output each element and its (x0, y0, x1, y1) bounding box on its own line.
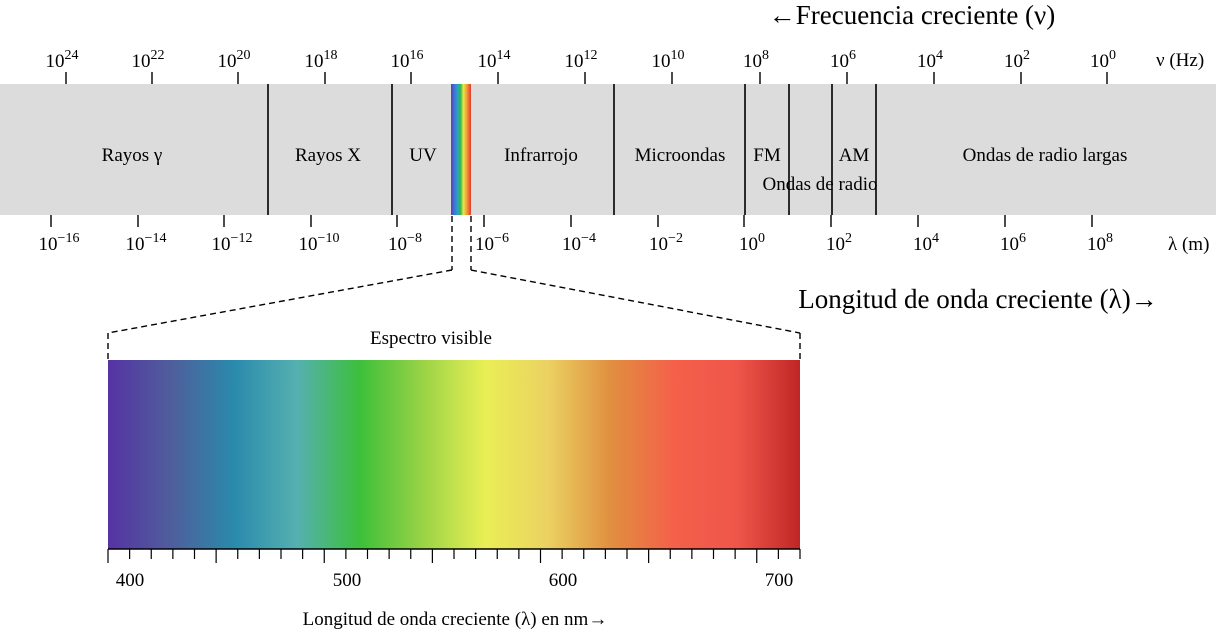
visible-axis-label: Longitud de onda creciente (λ) en nm→ (303, 609, 608, 630)
band-label: FM (753, 145, 781, 166)
wavelength-tick-label: 10−10 (299, 231, 340, 255)
band-label: Microondas (635, 145, 726, 166)
wavelength-tick-label: 10−4 (562, 231, 596, 255)
svg-text:10−6: 10−6 (475, 231, 509, 255)
frequency-tick-label: 100 (1090, 48, 1116, 72)
visible-tick-label: 700 (765, 570, 794, 591)
zoom-connector (107, 216, 801, 360)
svg-text:102: 102 (1004, 48, 1030, 72)
band-label: Infrarrojo (504, 145, 578, 166)
svg-text:1020: 1020 (218, 48, 251, 72)
wavelength-tick-label: 10−12 (212, 231, 253, 255)
svg-text:1012: 1012 (565, 48, 598, 72)
svg-text:106: 106 (830, 48, 856, 72)
wavelength-tick-label: 106 (1000, 231, 1026, 255)
band-label: Rayos γ (102, 145, 163, 166)
wavelength-unit: λ (m) (1168, 234, 1209, 255)
svg-text:10−12: 10−12 (212, 231, 253, 255)
svg-text:108: 108 (743, 48, 769, 72)
svg-text:10−10: 10−10 (299, 231, 340, 255)
band-label: Rayos X (295, 145, 361, 166)
band-label: UV (409, 145, 437, 166)
frequency-tick-label: 1012 (565, 48, 598, 72)
visible-spectrum-tick-labels: 400 500 600 700 (116, 570, 794, 591)
wavelength-heading: Longitud de onda creciente (λ)→ (798, 284, 1157, 314)
svg-text:100: 100 (1090, 48, 1116, 72)
frequency-tick-label: 1016 (391, 48, 424, 72)
svg-text:1022: 1022 (132, 48, 165, 72)
visible-spectrum-bar (108, 360, 800, 549)
wavelength-tick-label: 10−14 (126, 231, 167, 255)
wavelength-axis: 10−16 10−14 10−12 10−10 10−8 10−6 10−4 10−2 100 1… (39, 215, 1113, 255)
frequency-tick-label: 1020 (218, 48, 251, 72)
band-strip (0, 84, 1216, 215)
svg-text:1010: 1010 (652, 48, 685, 72)
frequency-axis: 1024 1022 1020 1018 1016 1014 1012 1010 108 106 10… (46, 48, 1116, 84)
frequency-tick-label: 1014 (478, 48, 511, 72)
frequency-tick-label: 1010 (652, 48, 685, 72)
wavelength-tick-label: 10−6 (475, 231, 509, 255)
svg-text:102: 102 (826, 231, 852, 255)
wavelength-tick-label: 108 (1087, 231, 1113, 255)
band-label: Ondas de radio largas (963, 145, 1128, 166)
radio-waves-label: Ondas de radio (762, 174, 877, 195)
frequency-tick-label: 106 (830, 48, 856, 72)
svg-text:1024: 1024 (46, 48, 79, 72)
svg-text:108: 108 (1087, 231, 1113, 255)
frequency-tick-label: 108 (743, 48, 769, 72)
svg-text:104: 104 (913, 231, 939, 255)
frequency-heading: ←Frecuencia creciente (ν) (769, 0, 1056, 30)
visible-rainbow-strip (451, 84, 471, 215)
svg-text:100: 100 (739, 231, 765, 255)
svg-text:10−4: 10−4 (562, 231, 596, 255)
frequency-tick-label: 104 (917, 48, 943, 72)
band-labels: Rayos γ Rayos X UV Infrarrojo Microondas FM AM… (102, 145, 1128, 195)
wavelength-tick-label: 100 (739, 231, 765, 255)
wavelength-tick-label: 102 (826, 231, 852, 255)
svg-text:106: 106 (1000, 231, 1026, 255)
wavelength-tick-label: 10−2 (649, 231, 683, 255)
wavelength-tick-label: 10−8 (388, 231, 422, 255)
svg-text:104: 104 (917, 48, 943, 72)
frequency-tick-label: 1024 (46, 48, 79, 72)
svg-text:10−2: 10−2 (649, 231, 683, 255)
band-label: AM (839, 145, 870, 166)
frequency-tick-label: 1022 (132, 48, 165, 72)
frequency-unit: ν (Hz) (1156, 50, 1204, 71)
visible-spectrum-axis (107, 549, 801, 563)
visible-tick-label: 500 (333, 570, 362, 591)
svg-text:1014: 1014 (478, 48, 511, 72)
svg-text:10−8: 10−8 (388, 231, 422, 255)
frequency-tick-label: 102 (1004, 48, 1030, 72)
wavelength-tick-label: 104 (913, 231, 939, 255)
visible-tick-label: 600 (549, 570, 578, 591)
visible-tick-label: 400 (116, 570, 145, 591)
frequency-tick-label: 1018 (305, 48, 338, 72)
visible-spectrum-title: Espectro visible (370, 328, 492, 349)
svg-text:10−14: 10−14 (126, 231, 167, 255)
wavelength-tick-label: 10−16 (39, 231, 80, 255)
svg-text:1018: 1018 (305, 48, 338, 72)
band-dividers (267, 84, 877, 215)
svg-text:1016: 1016 (391, 48, 424, 72)
svg-text:10−16: 10−16 (39, 231, 80, 255)
